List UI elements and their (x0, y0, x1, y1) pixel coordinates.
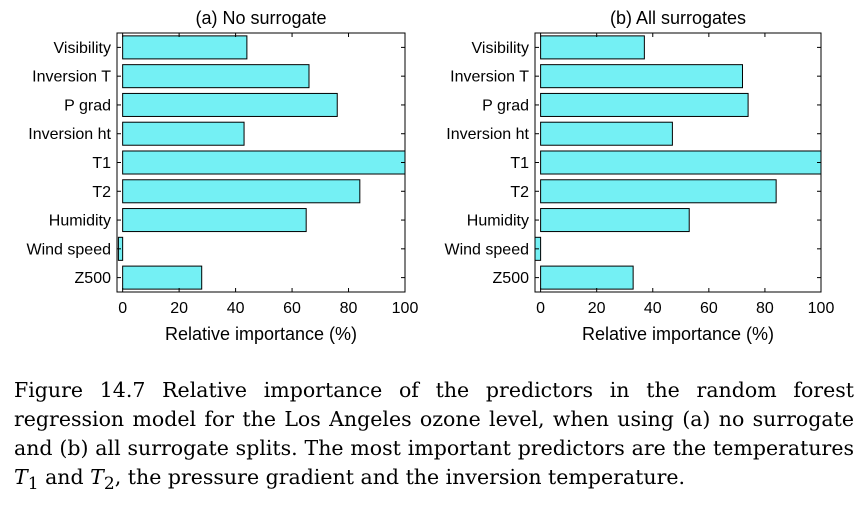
caption-prefix: Figure 14.7 Relative importance of the p… (14, 378, 854, 460)
panel-b-xtick-label-2: 20 (588, 300, 606, 317)
panel-b-category-label-6: T2 (510, 184, 529, 201)
panel-b-category-label-8: Wind speed (445, 241, 530, 258)
panel-b-xtick-label-4: 60 (700, 300, 718, 317)
panel-a-category-label-7: Humidity (49, 213, 111, 230)
panel-b-bar-5 (540, 150, 822, 175)
panel-a-xtick-label-6: 100 (392, 300, 419, 317)
panel-a-title: (a) No surrogate (195, 8, 326, 28)
panel-b-category-label-3: P grad (482, 97, 529, 114)
figure-caption: Figure 14.7 Relative importance of the p… (14, 376, 854, 499)
panel-a-xtick-label-3: 40 (227, 300, 245, 317)
panel-a-category-label-3: P grad (64, 97, 111, 114)
panel-b-bar-3 (540, 92, 749, 117)
panel-b-bar-7 (540, 208, 690, 233)
caption-t1-sub: 1 (27, 474, 39, 495)
panel-a-category-label-6: T2 (92, 184, 111, 201)
panel-a-bar-4 (122, 121, 245, 146)
panel-a-bar-5 (122, 150, 406, 175)
panel-b-category-label-5: T1 (510, 155, 529, 172)
caption-t2: T (90, 465, 104, 489)
caption-t1: T (14, 465, 28, 489)
panel-b-bar-9 (540, 265, 634, 290)
panel-b-category-label-2: Inversion T (450, 69, 529, 86)
panel-a-xtick-label-2: 20 (170, 300, 188, 317)
panel-a-xlabel: Relative importance (%) (165, 324, 357, 344)
panel-a: Visibility Inversion T P grad Inversion ht T… (27, 8, 419, 344)
panel-b-category-label-4: Inversion ht (446, 126, 529, 143)
caption-t2-sub: 2 (103, 474, 115, 495)
panel-a-xtick-label-5: 80 (340, 300, 358, 317)
panel-a-bar-1 (122, 35, 248, 60)
caption-suffix: , the pressure gradient and the inversio… (114, 465, 686, 489)
panel-b-bar-4 (540, 121, 673, 146)
panel-b-bar-2 (540, 64, 743, 89)
panel-a-category-label-1: Visibility (54, 40, 112, 57)
panel-b: Visibility Inversion T P grad Inversion ht T… (445, 8, 835, 344)
panel-b-category-label-7: Humidity (467, 213, 529, 230)
panel-a-category-label-5: T1 (92, 155, 111, 172)
panel-a-bar-9 (122, 265, 203, 290)
panel-b-xtick-label-5: 80 (756, 300, 774, 317)
panel-a-category-label-9: Z500 (75, 270, 112, 287)
panel-a-category-label-2: Inversion T (32, 69, 111, 86)
panel-b-bar-6 (540, 179, 777, 204)
panel-b-title: (b) All surrogates (610, 8, 746, 28)
panel-a-bar-2 (122, 64, 310, 89)
panel-a-xtick-label-1: 0 (118, 300, 127, 317)
panel-a-category-label-4: Inversion ht (28, 126, 111, 143)
panel-b-xlabel: Relative importance (%) (582, 324, 774, 344)
panel-a-xtick-label-4: 60 (283, 300, 301, 317)
figure: Visibility Inversion T P grad Inversion ht T… (27, 8, 835, 344)
panel-b-xtick-label-3: 40 (644, 300, 662, 317)
panel-b-xtick-label-1: 0 (536, 300, 545, 317)
panel-a-bar-7 (122, 208, 307, 233)
panel-a-category-label-8: Wind speed (27, 241, 112, 258)
panel-b-bar-1 (540, 35, 645, 60)
panel-b-category-label-1: Visibility (472, 40, 530, 57)
panel-a-bar-6 (122, 179, 361, 204)
panel-b-xtick-label-6: 100 (808, 300, 835, 317)
panel-b-category-label-9: Z500 (493, 270, 530, 287)
caption-mid: and (38, 465, 91, 489)
panel-a-bar-3 (122, 92, 338, 117)
